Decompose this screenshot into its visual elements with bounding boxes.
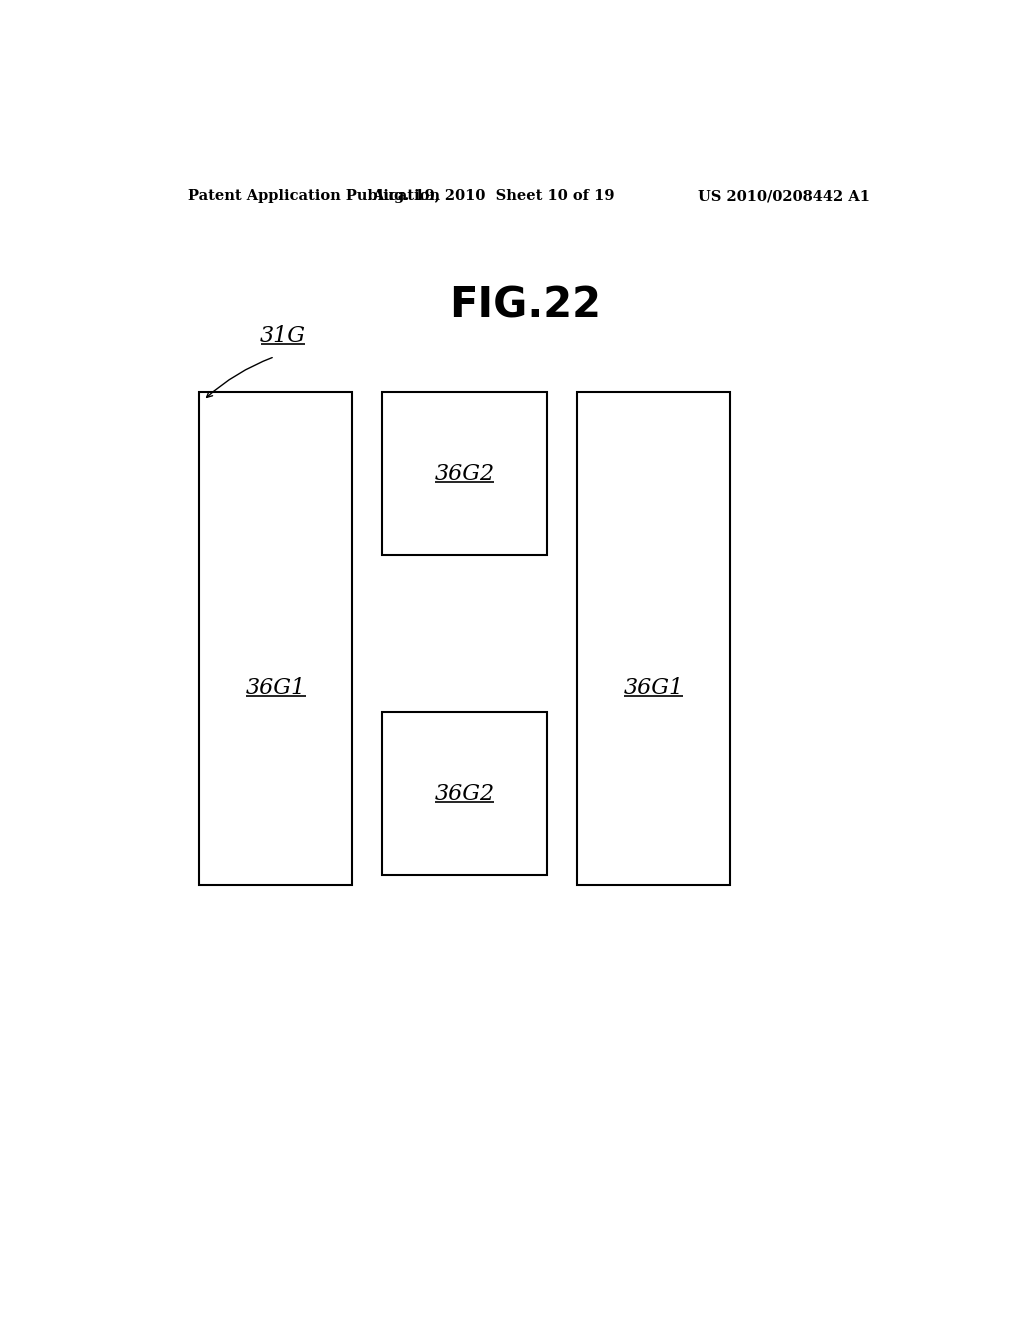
Bar xyxy=(200,392,352,886)
Bar xyxy=(382,392,547,554)
Text: Patent Application Publication: Patent Application Publication xyxy=(187,189,439,203)
Text: US 2010/0208442 A1: US 2010/0208442 A1 xyxy=(698,189,870,203)
Text: 31G: 31G xyxy=(260,325,306,347)
Bar xyxy=(577,392,730,886)
Bar xyxy=(382,713,547,875)
Text: 36G2: 36G2 xyxy=(434,462,495,484)
Text: 36G1: 36G1 xyxy=(246,677,306,700)
Text: 36G2: 36G2 xyxy=(434,783,495,805)
Text: FIG.22: FIG.22 xyxy=(449,285,601,327)
Text: Aug. 19, 2010  Sheet 10 of 19: Aug. 19, 2010 Sheet 10 of 19 xyxy=(372,189,614,203)
Text: 36G1: 36G1 xyxy=(624,677,683,700)
